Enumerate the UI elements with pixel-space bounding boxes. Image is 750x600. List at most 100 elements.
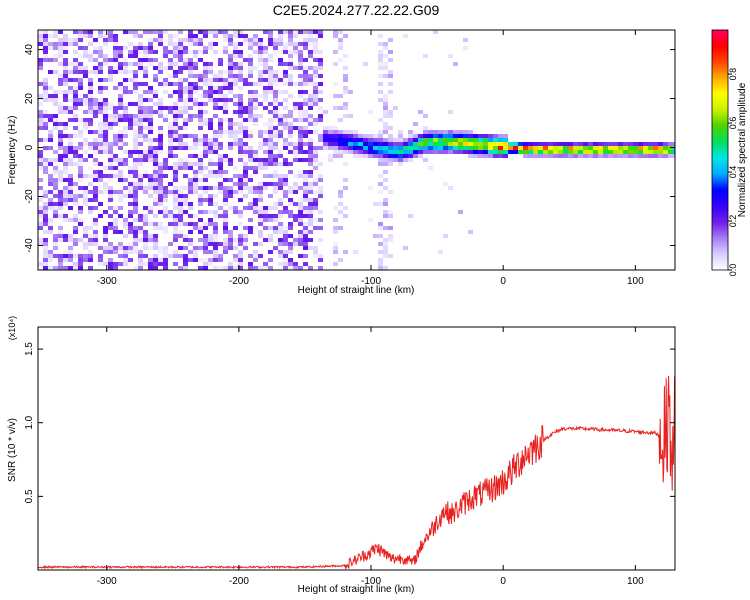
heatmap-cell (603, 150, 608, 154)
heatmap-cell (398, 138, 403, 142)
heatmap-cell (58, 30, 63, 34)
heatmap-cell (198, 258, 203, 262)
heatmap-cell (268, 174, 273, 178)
heatmap-cell (278, 198, 283, 202)
heatmap-cell (238, 54, 243, 58)
heatmap-cell (308, 238, 313, 242)
heatmap-cell (218, 62, 223, 66)
heatmap-cell (238, 42, 243, 46)
heatmap-cell (178, 126, 183, 130)
heatmap-cell (238, 262, 243, 266)
heatmap-cell (53, 242, 58, 246)
heatmap-cell (143, 246, 148, 250)
heatmap-cell (113, 70, 118, 74)
heatmap-cell (608, 146, 613, 150)
heatmap-cell (143, 110, 148, 114)
heatmap-cell (408, 130, 413, 134)
heatmap-cell (633, 154, 638, 158)
heatmap-cell (313, 150, 318, 154)
heatmap-cell (198, 102, 203, 106)
heatmap-cell (53, 178, 58, 182)
heatmap-cell (293, 106, 298, 110)
heatmap-cell (223, 86, 228, 90)
heatmap-cell (58, 238, 63, 242)
heatmap-cell (78, 262, 83, 266)
heatmap-cell (308, 158, 313, 162)
heatmap-cell (123, 226, 128, 230)
heatmap-cell (148, 142, 153, 146)
heatmap-cell (258, 78, 263, 82)
heatmap-cell (113, 106, 118, 110)
heatmap-cell (218, 254, 223, 258)
heatmap-cell (53, 70, 58, 74)
heatmap-cell (428, 166, 433, 170)
heatmap-cell (98, 258, 103, 262)
heatmap-cell (58, 226, 63, 230)
heatmap-cell (118, 162, 123, 166)
heatmap-cell (343, 250, 348, 254)
heatmap-cell (403, 150, 408, 154)
heatmap-cell (88, 226, 93, 230)
heatmap-cell (143, 46, 148, 50)
heatmap-cell (263, 90, 268, 94)
heatmap-cell (233, 66, 238, 70)
heatmap-cell (38, 222, 43, 226)
heatmap-cell (88, 118, 93, 122)
heatmap-cell (613, 142, 618, 146)
heatmap-cell (198, 126, 203, 130)
heatmap-cell (178, 186, 183, 190)
heatmap-cell (148, 206, 153, 210)
heatmap-cell (253, 242, 258, 246)
heatmap-cell (58, 198, 63, 202)
heatmap-cell (418, 154, 423, 158)
heatmap-cell (218, 186, 223, 190)
heatmap-cell (258, 134, 263, 138)
heatmap-cell (303, 78, 308, 82)
heatmap-cell (53, 206, 58, 210)
heatmap-cell (248, 146, 253, 150)
heatmap-cell (48, 46, 53, 50)
heatmap-cell (318, 66, 323, 70)
snr-series-line (38, 375, 675, 570)
heatmap-cell (428, 130, 433, 134)
heatmap-cell (83, 46, 88, 50)
heatmap-cell (128, 118, 133, 122)
heatmap-cell (203, 186, 208, 190)
heatmap-cell (123, 66, 128, 70)
heatmap-cell (308, 42, 313, 46)
heatmap-cell (123, 62, 128, 66)
heatmap-cell (403, 158, 408, 162)
heatmap-cell (623, 150, 628, 154)
heatmap-cell (383, 46, 388, 50)
heatmap-cell (88, 238, 93, 242)
heatmap-cell (138, 174, 143, 178)
heatmap-cell (203, 122, 208, 126)
heatmap-cell (168, 110, 173, 114)
heatmap-cell (223, 190, 228, 194)
heatmap-cell (133, 226, 138, 230)
heatmap-cell (103, 98, 108, 102)
heatmap-cell (73, 70, 78, 74)
heatmap-cell (273, 162, 278, 166)
heatmap-cell (363, 154, 368, 158)
heatmap-cell (168, 74, 173, 78)
heatmap-cell (173, 138, 178, 142)
heatmap-cell (268, 194, 273, 198)
heatmap-cell (58, 170, 63, 174)
heatmap-cell (353, 130, 358, 134)
heatmap-cell (308, 202, 313, 206)
heatmap-cell (103, 62, 108, 66)
heatmap-cell (573, 154, 578, 158)
heatmap-cell (123, 218, 128, 222)
heatmap-cell (248, 134, 253, 138)
heatmap-cell (93, 190, 98, 194)
heatmap-cell (233, 174, 238, 178)
heatmap-cell (238, 190, 243, 194)
heatmap-cell (628, 142, 633, 146)
heatmap-cell (383, 250, 388, 254)
heatmap-cell (413, 142, 418, 146)
heatmap-cell (213, 250, 218, 254)
heatmap-cell (383, 242, 388, 246)
heatmap-cell (218, 78, 223, 82)
heatmap-cell (58, 146, 63, 150)
